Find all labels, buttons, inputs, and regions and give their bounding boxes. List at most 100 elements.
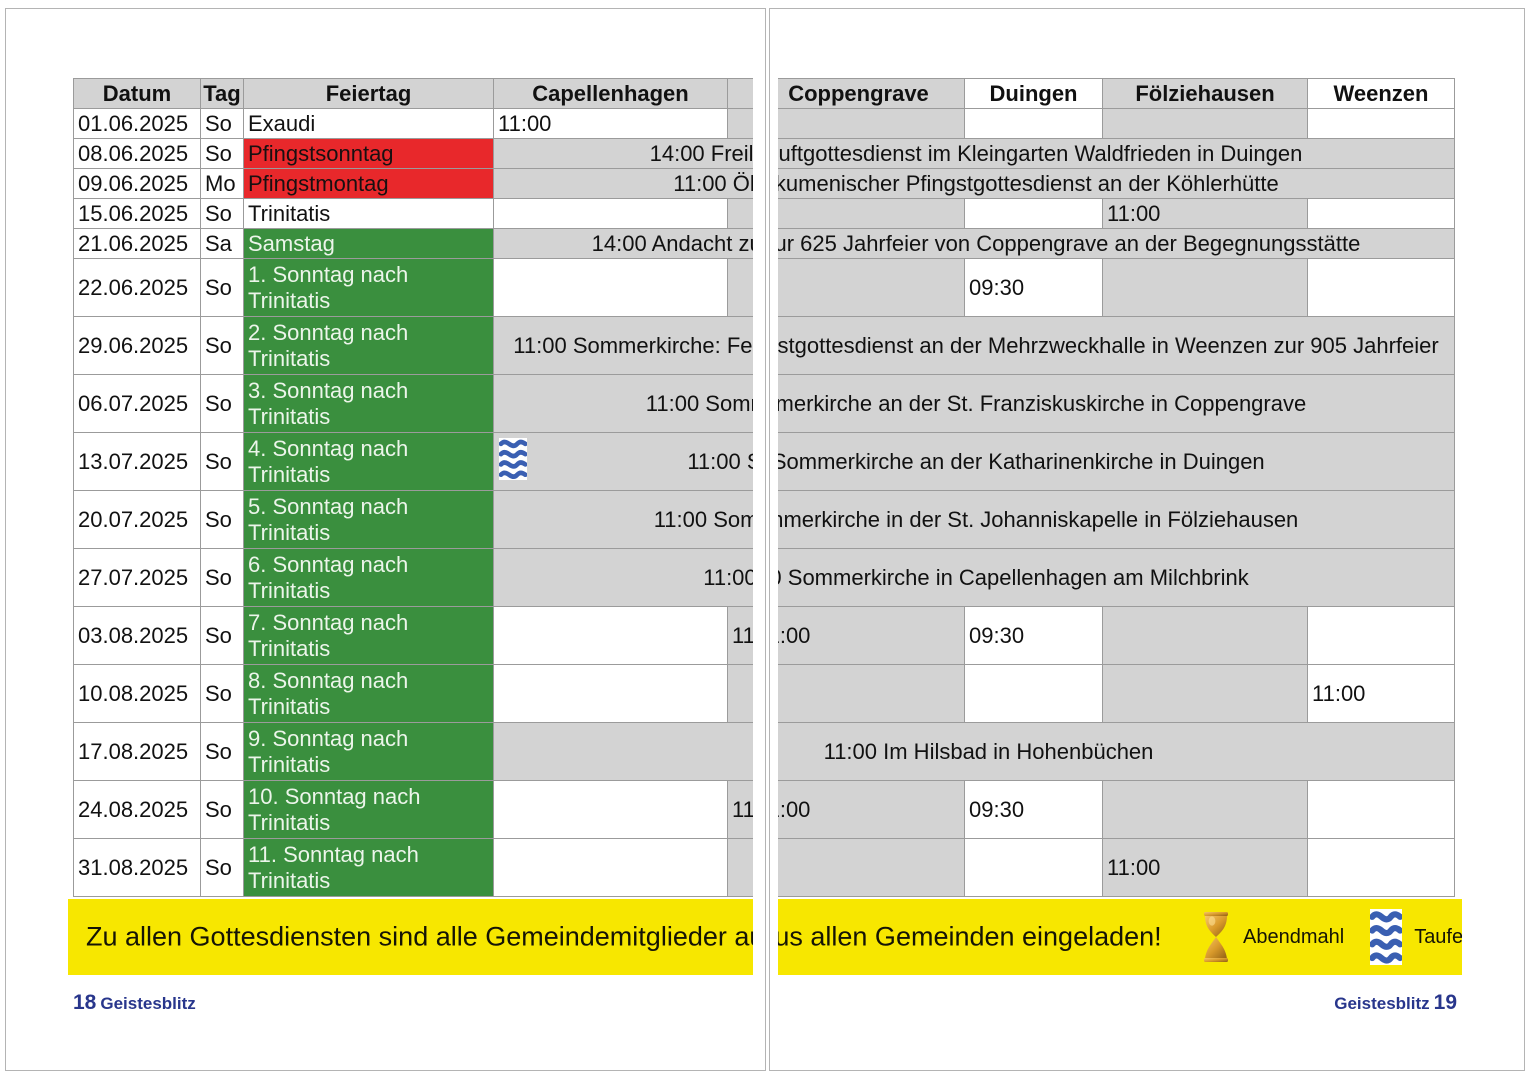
banner-text: Zu allen Gottesdiensten sind alle Gemein… — [86, 921, 753, 952]
date-cell: 03.08.2025 — [73, 606, 201, 665]
merged-event-cell: 11:00 Sommerkirche: Festgottesdienst an … — [778, 316, 1455, 375]
header-cell-duingen: Duingen — [964, 78, 1103, 109]
banner-text: Zu allen Gottesdiensten sind alle Gemein… — [778, 921, 1162, 952]
date-cell: 17.08.2025 — [73, 722, 201, 781]
date-cell: 21.06.2025 — [73, 228, 201, 259]
time-cell-capellenhagen — [493, 664, 728, 723]
merged-event-cell: 14:00 Freiluftgottesdienst im Kleingarte… — [778, 138, 1455, 169]
header-cell-weenzen: Weenzen — [1307, 78, 1455, 109]
day-cell: So — [200, 138, 244, 169]
holiday-cell: 1. Sonntag nach Trinitatis — [243, 258, 494, 317]
merged-event-cell: 11:00 Sommerkirche in der St. Johanniska… — [778, 490, 1455, 549]
merged-event-text: 11:00 Sommerkirche an der Katharinenkirc… — [687, 448, 753, 474]
time-cell-duingen: 09:30 — [964, 606, 1103, 665]
day-cell: So — [200, 374, 244, 433]
day-cell: So — [200, 664, 244, 723]
time-cell-duingen: 09:30 — [964, 780, 1103, 839]
merged-event-cell: 11:00 Sommerkirche an der Katharinenkirc… — [778, 432, 1455, 491]
time-cell-foelziehausen: 11:00 — [1102, 198, 1308, 229]
time-cell-capellenhagen — [493, 606, 728, 665]
merged-event-text: 11:00 Sommerkirche in Capellenhagen am M… — [703, 564, 753, 590]
date-cell: 09.06.2025 — [73, 168, 201, 199]
taufe-waves-icon — [498, 437, 528, 486]
time-cell-foelziehausen — [1102, 258, 1308, 317]
page-number: 19 — [1433, 991, 1457, 1014]
merged-event-cell: 11:00 Sommerkirche in Capellenhagen am M… — [778, 548, 1455, 607]
holiday-cell: 9. Sonntag nach Trinitatis — [243, 722, 494, 781]
time-cell-capellenhagen: 11:00 — [493, 108, 728, 139]
day-cell: So — [200, 198, 244, 229]
spread-viewport-right: DatumTagFeiertagCapellenhagenCoppengrave… — [778, 78, 1462, 978]
time-cell-foelziehausen: 11:00 — [1102, 838, 1308, 897]
time-cell-capellenhagen — [493, 838, 728, 897]
time-cell-coppengrave — [778, 838, 965, 897]
merged-event-text: 14:00 Andacht zur 625 Jahrfeier von Copp… — [591, 230, 753, 256]
time-cell-capellenhagen — [493, 258, 728, 317]
day-cell: So — [200, 838, 244, 897]
merged-event-text: 11:00 Sommerkirche an der St. Franziskus… — [778, 390, 1307, 416]
time-cell-coppengrave — [778, 664, 965, 723]
day-cell: So — [200, 432, 244, 491]
header-cell-coppengrave: Coppengrave — [778, 78, 965, 109]
merged-event-cell: 11:00 Ökumenischer Pfingstgottesdienst a… — [778, 168, 1455, 199]
time-cell-coppengrave: 11:00 — [727, 606, 753, 665]
merged-event-text: 11:00 Sommerkirche an der Katharinenkirc… — [778, 448, 1265, 474]
abendmahl-chalice-icon — [1201, 911, 1231, 963]
day-cell: So — [200, 490, 244, 549]
time-cell-coppengrave — [727, 258, 753, 317]
day-cell: So — [200, 316, 244, 375]
day-cell: Mo — [200, 168, 244, 199]
header-row: DatumTagFeiertagCapellenhagenCoppengrave… — [73, 78, 753, 109]
merged-event-text: 11:00 Sommerkirche in der St. Johanniska… — [778, 506, 1299, 532]
merged-event-cell: 11:00 Ökumenischer Pfingstgottesdienst a… — [493, 168, 753, 199]
date-cell: 01.06.2025 — [73, 108, 201, 139]
date-cell: 13.07.2025 — [73, 432, 201, 491]
time-cell-duingen — [964, 198, 1103, 229]
date-cell: 29.06.2025 — [73, 316, 201, 375]
table-row: 15.06.2025SoTrinitatis11:00 — [778, 198, 1455, 229]
time-cell-weenzen — [1307, 258, 1455, 317]
merged-event-cell: 11:00 Im Hilsbad in Hohenbüchen — [778, 722, 1455, 781]
time-cell-duingen — [964, 838, 1103, 897]
header-cell-datum: Datum — [73, 78, 201, 109]
icon-legend: Abendmahl Taufe — [1201, 909, 1462, 965]
time-cell-weenzen — [1307, 108, 1455, 139]
header-cell-capellenhagen: Capellenhagen — [493, 78, 728, 109]
time-cell-coppengrave: 11:00 — [778, 780, 965, 839]
time-cell-duingen — [964, 664, 1103, 723]
time-cell-coppengrave — [778, 108, 965, 139]
magazine-title: Geistesblitz — [1334, 994, 1430, 1013]
merged-event-text: 14:00 Freiluftgottesdienst im Kleingarte… — [649, 140, 753, 166]
invitation-banner: Zu allen Gottesdiensten sind alle Gemein… — [68, 899, 753, 975]
merged-event-text: 11:00 Ökumenischer Pfingstgottesdienst a… — [778, 170, 1279, 196]
invitation-banner: Zu allen Gottesdiensten sind alle Gemein… — [778, 899, 1462, 975]
time-cell-duingen: 09:30 — [964, 258, 1103, 317]
header-cell-tag: Tag — [200, 78, 244, 109]
date-cell: 06.07.2025 — [73, 374, 201, 433]
date-cell: 22.06.2025 — [73, 258, 201, 317]
merged-event-text: 11:00 Im Hilsbad in Hohenbüchen — [823, 738, 1154, 764]
holiday-cell: Pfingstmontag — [243, 168, 494, 199]
time-cell-coppengrave — [778, 258, 965, 317]
merged-event-cell: 11:00 Im Hilsbad in Hohenbüchen — [493, 722, 753, 781]
merged-event-text: 11:00 Ökumenischer Pfingstgottesdienst a… — [673, 170, 753, 196]
